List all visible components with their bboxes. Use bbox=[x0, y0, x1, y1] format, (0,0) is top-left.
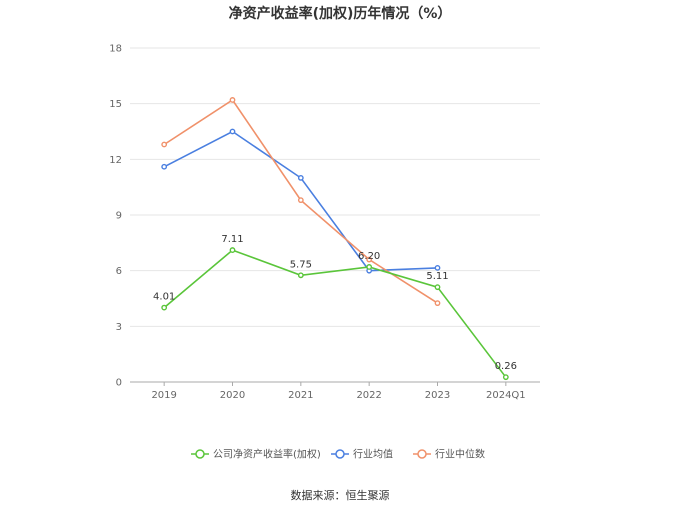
data-point bbox=[161, 304, 168, 311]
data-point bbox=[161, 163, 168, 170]
data-label: 6.20 bbox=[358, 251, 380, 262]
legend-entry: 行业中位数 bbox=[435, 448, 485, 461]
data-source: 数据来源：恒生聚源 bbox=[290, 489, 390, 502]
data-label: 5.11 bbox=[426, 271, 448, 282]
y-tick-label: 6 bbox=[116, 266, 122, 277]
data-point bbox=[297, 174, 304, 181]
series-line bbox=[163, 249, 507, 378]
data-point bbox=[229, 97, 236, 103]
legend-swatch-marker bbox=[195, 449, 205, 459]
x-tick-label: 2022 bbox=[356, 390, 381, 401]
legend-entry: 公司净资产收益率(加权) bbox=[213, 448, 321, 461]
x-tick-label: 2023 bbox=[425, 390, 450, 401]
y-tick-label: 12 bbox=[109, 155, 122, 166]
data-label: 0.26 bbox=[495, 361, 517, 372]
data-point bbox=[434, 284, 441, 291]
y-tick-label: 18 bbox=[109, 44, 122, 55]
data-point bbox=[229, 128, 236, 135]
x-tick-label: 2021 bbox=[288, 390, 313, 401]
data-label: 5.75 bbox=[290, 259, 312, 270]
x-tick-label: 2019 bbox=[151, 390, 176, 401]
data-point bbox=[297, 197, 304, 204]
y-tick-label: 3 bbox=[116, 322, 122, 333]
legend-swatch-marker bbox=[335, 449, 345, 459]
x-tick-label: 2024Q1 bbox=[486, 390, 526, 401]
y-tick-label: 0 bbox=[116, 378, 122, 389]
data-label: 4.01 bbox=[153, 292, 175, 303]
data-point bbox=[366, 256, 373, 263]
data-point bbox=[161, 141, 168, 148]
legend-swatch-marker bbox=[417, 449, 427, 459]
y-tick-label: 15 bbox=[109, 99, 122, 110]
x-tick-label: 2020 bbox=[220, 390, 245, 401]
legend-entry: 行业均值 bbox=[353, 448, 393, 461]
data-point bbox=[297, 272, 304, 279]
chart-title: 净资产收益率(加权)历年情况（%） bbox=[228, 6, 452, 22]
y-tick-label: 9 bbox=[116, 211, 122, 222]
data-point bbox=[434, 300, 441, 307]
data-point bbox=[502, 374, 509, 381]
data-point bbox=[434, 264, 441, 271]
data-label: 7.11 bbox=[221, 234, 243, 245]
data-point bbox=[229, 247, 236, 253]
data-point bbox=[366, 264, 373, 270]
